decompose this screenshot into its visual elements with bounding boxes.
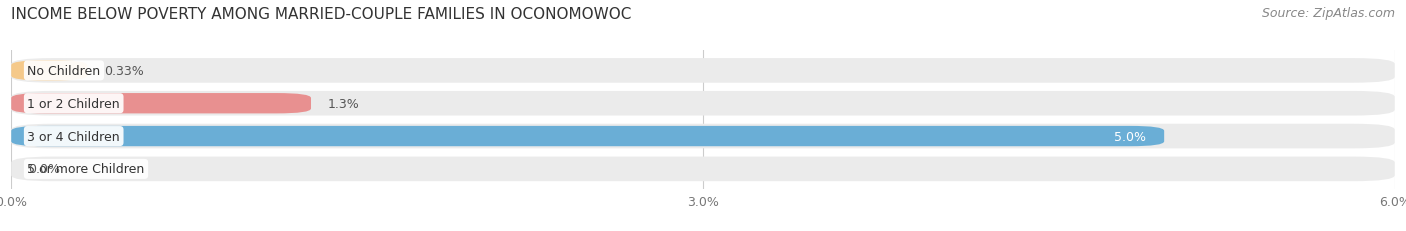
FancyBboxPatch shape bbox=[11, 94, 311, 114]
Text: 5 or more Children: 5 or more Children bbox=[27, 163, 145, 176]
Text: 0.33%: 0.33% bbox=[104, 65, 143, 78]
Text: 3 or 4 Children: 3 or 4 Children bbox=[27, 130, 120, 143]
Text: 0.0%: 0.0% bbox=[28, 163, 60, 176]
Text: INCOME BELOW POVERTY AMONG MARRIED-COUPLE FAMILIES IN OCONOMOWOC: INCOME BELOW POVERTY AMONG MARRIED-COUPL… bbox=[11, 7, 631, 22]
FancyBboxPatch shape bbox=[11, 61, 87, 81]
Text: 5.0%: 5.0% bbox=[1114, 130, 1146, 143]
FancyBboxPatch shape bbox=[11, 124, 1395, 149]
FancyBboxPatch shape bbox=[11, 126, 1164, 147]
Text: No Children: No Children bbox=[27, 65, 100, 78]
Text: Source: ZipAtlas.com: Source: ZipAtlas.com bbox=[1261, 7, 1395, 20]
FancyBboxPatch shape bbox=[11, 157, 1395, 181]
FancyBboxPatch shape bbox=[11, 91, 1395, 116]
FancyBboxPatch shape bbox=[11, 59, 1395, 83]
Text: 1 or 2 Children: 1 or 2 Children bbox=[27, 97, 120, 110]
Text: 1.3%: 1.3% bbox=[328, 97, 360, 110]
